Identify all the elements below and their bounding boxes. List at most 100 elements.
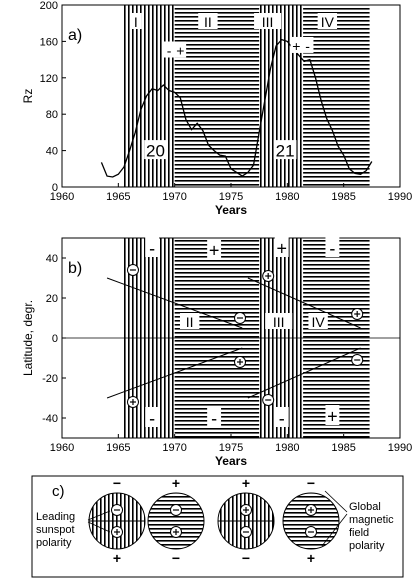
global-field-sign-bottom: − bbox=[172, 550, 180, 566]
x-tick-label: 1980 bbox=[275, 191, 299, 203]
field-pointer-line bbox=[321, 513, 348, 547]
region-label-I-background bbox=[129, 13, 142, 29]
global-field-sign-top: + bbox=[242, 475, 250, 491]
field-polarity-sign: - bbox=[279, 408, 285, 428]
region-label-II-background bbox=[198, 13, 218, 29]
y-tick-label: 160 bbox=[40, 36, 58, 48]
svg-text:sunspot: sunspot bbox=[36, 524, 75, 536]
x-axis-label: Years bbox=[215, 203, 247, 217]
svg-text:polarity: polarity bbox=[36, 537, 72, 549]
polarity-sign-background bbox=[163, 41, 175, 58]
svg-text:magnetic: magnetic bbox=[349, 514, 394, 526]
y-tick-label: 20 bbox=[46, 293, 58, 305]
leading-pointer-line bbox=[87, 510, 111, 521]
y-tick-label: 0 bbox=[52, 333, 58, 345]
x-tick-label: 1965 bbox=[106, 191, 130, 203]
region-label: III bbox=[273, 314, 285, 330]
polarity-sign-background bbox=[301, 36, 314, 53]
svg-text:Global: Global bbox=[349, 501, 381, 513]
y-tick-label: 80 bbox=[46, 109, 58, 121]
polarity-sign-background bbox=[174, 41, 187, 58]
cycle-number-label-background bbox=[273, 140, 297, 160]
x-tick-label: 1965 bbox=[106, 442, 130, 454]
panel-c-frame bbox=[31, 475, 404, 578]
global-field-sign-bottom: − bbox=[242, 550, 250, 566]
region-label-II: II bbox=[204, 14, 212, 30]
leading-pointer-line bbox=[87, 521, 111, 533]
global-field-sign-top: − bbox=[307, 475, 315, 491]
y-tick-label: -40 bbox=[42, 413, 58, 425]
field-polarity-sign: + bbox=[327, 406, 338, 426]
region-label-background bbox=[308, 313, 328, 329]
field-pointer-line bbox=[324, 490, 348, 513]
polarity-sign: - bbox=[167, 42, 172, 58]
panel-label: b) bbox=[68, 260, 82, 277]
y-axis-label: Latitude, degr. bbox=[21, 300, 35, 376]
polarity-diagram-1: −+ bbox=[88, 475, 146, 566]
x-axis-label: Years bbox=[215, 454, 247, 468]
region-label-III-background bbox=[254, 13, 282, 29]
region-4-hatching bbox=[303, 5, 370, 187]
x-tick-label: 1970 bbox=[162, 442, 186, 454]
panel-c-label: c) bbox=[52, 483, 65, 500]
trend-line-3 bbox=[247, 347, 361, 399]
field-polarity-sign-background bbox=[207, 239, 222, 259]
x-tick-label: 1975 bbox=[219, 191, 243, 203]
global-field-sign-top: − bbox=[113, 475, 121, 491]
field-polarity-sign: - bbox=[211, 408, 217, 428]
region-label-IV: IV bbox=[321, 14, 335, 30]
x-tick-label: 1990 bbox=[388, 442, 412, 454]
field-polarity-sign: - bbox=[329, 238, 335, 258]
global-field-polarity-label: Global magnetic field polarity bbox=[349, 501, 394, 552]
cycle-number-label: 20 bbox=[146, 142, 165, 161]
region-label: II bbox=[186, 314, 194, 330]
trend-line-1 bbox=[106, 347, 243, 399]
cycle-number-label-background bbox=[144, 140, 167, 160]
panel-b-latitude: 1960 1965 1970 1975 1980 1985 1990 -40 -20 0 20 40 Y… bbox=[21, 237, 412, 468]
field-polarity-sign: + bbox=[276, 238, 287, 258]
field-polarity-sign: - bbox=[149, 408, 155, 428]
y-tick-label: -20 bbox=[42, 373, 58, 385]
polarity-sign: + bbox=[292, 38, 300, 54]
field-polarity-sign-background bbox=[145, 237, 160, 257]
x-tick-label: 1985 bbox=[331, 442, 355, 454]
polarity-diagram-2: +− bbox=[147, 475, 205, 566]
x-tick-label: 1990 bbox=[388, 191, 412, 203]
plot-area bbox=[100, 5, 373, 187]
x-tick-label: 1960 bbox=[50, 191, 74, 203]
field-polarity-sign-background bbox=[274, 237, 289, 257]
global-field-sign-bottom: + bbox=[307, 550, 315, 566]
series-line-0 bbox=[100, 38, 373, 178]
x-tick-label: 1970 bbox=[162, 191, 186, 203]
y-tick-label: 120 bbox=[40, 73, 58, 85]
y-tick-label: 40 bbox=[46, 146, 58, 158]
leading-sunspot-polarity-label: Leading sunspot polarity bbox=[36, 511, 75, 549]
x-tick-label: 1980 bbox=[275, 442, 299, 454]
global-field-sign-bottom: + bbox=[113, 550, 121, 566]
panel-c-polarity-diagrams: c) Leading sunspot polarity Global magne… bbox=[31, 475, 404, 578]
panel-label: a) bbox=[68, 27, 82, 44]
trend-line-2 bbox=[247, 277, 361, 329]
panel-label-background bbox=[66, 23, 96, 45]
field-polarity-sign-background bbox=[207, 407, 222, 427]
svg-text:Leading: Leading bbox=[36, 511, 75, 523]
x-tick-label: 1975 bbox=[219, 442, 243, 454]
region-label: IV bbox=[312, 314, 326, 330]
polarity-diagram-3: +− bbox=[217, 475, 275, 566]
region-label-background bbox=[179, 313, 200, 329]
cycle-number-label: 21 bbox=[276, 142, 295, 161]
polarity-diagram-4: −+ bbox=[282, 475, 340, 566]
region-label-background bbox=[265, 313, 293, 329]
svg-text:field: field bbox=[349, 527, 369, 539]
polarity-sign: + bbox=[176, 42, 184, 58]
x-tick-label: 1985 bbox=[331, 191, 355, 203]
y-tick-label: 0 bbox=[52, 182, 58, 194]
field-polarity-sign: - bbox=[149, 238, 155, 258]
region-label-IV-background bbox=[317, 13, 338, 29]
y-tick-label: 40 bbox=[46, 253, 58, 265]
region-label-I: I bbox=[134, 14, 138, 30]
x-tick-label: 1960 bbox=[50, 442, 74, 454]
field-polarity-sign-background bbox=[274, 407, 289, 427]
field-polarity-sign: + bbox=[209, 240, 220, 260]
panel-a-sunspot-number: 1960 1965 1970 1975 1980 1985 1990 0 40 80 120 160 2… bbox=[21, 0, 412, 217]
